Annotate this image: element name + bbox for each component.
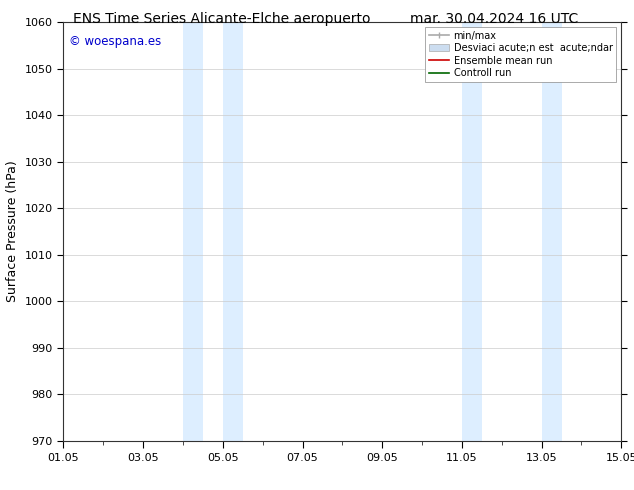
Bar	[183, 22, 203, 441]
Text: mar. 30.04.2024 16 UTC: mar. 30.04.2024 16 UTC	[410, 12, 579, 26]
Bar	[462, 22, 482, 441]
Y-axis label: Surface Pressure (hPa): Surface Pressure (hPa)	[6, 161, 19, 302]
Text: ENS Time Series Alicante-Elche aeropuerto: ENS Time Series Alicante-Elche aeropuert…	[73, 12, 371, 26]
Bar	[223, 22, 243, 441]
Bar	[541, 22, 562, 441]
Text: © woespana.es: © woespana.es	[69, 35, 161, 48]
Legend: min/max, Desviaci acute;n est  acute;ndar, Ensemble mean run, Controll run: min/max, Desviaci acute;n est acute;ndar…	[425, 27, 616, 82]
